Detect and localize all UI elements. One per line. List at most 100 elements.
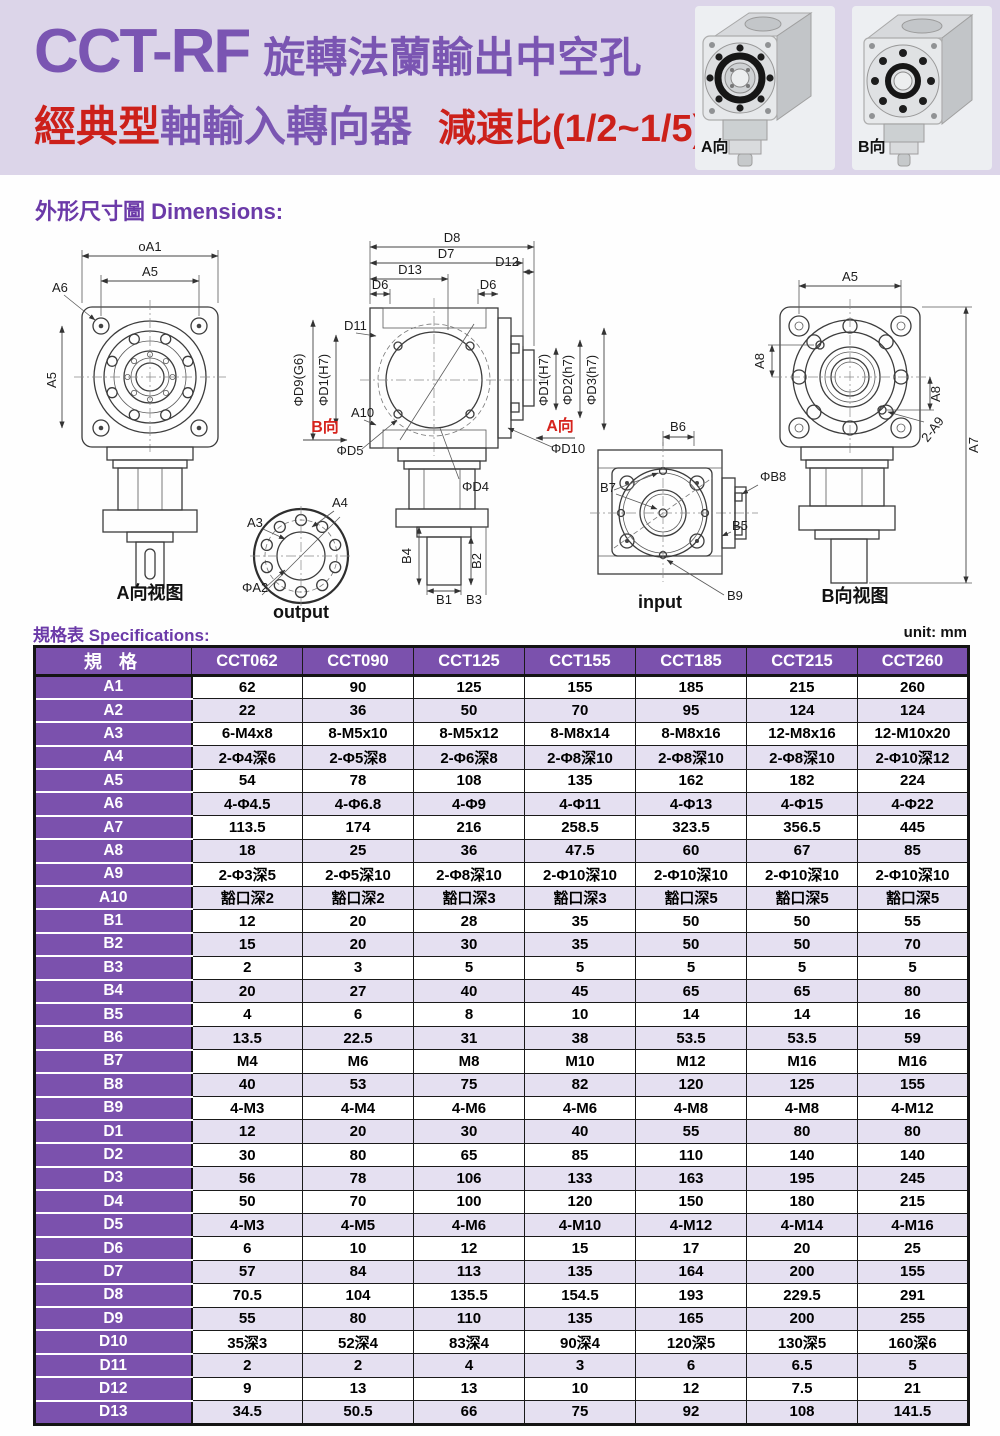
spec-value-cell: 30 xyxy=(413,1119,525,1144)
spec-value-cell: 10 xyxy=(524,1002,636,1027)
view-b: A5 A8 A8 2-A9 A7 B向视图 xyxy=(752,269,981,606)
col-header-cct090: CCT090 xyxy=(302,646,414,677)
spec-value-cell: 162 xyxy=(635,768,747,793)
spec-value-cell: 50.5 xyxy=(302,1400,414,1425)
spec-value-cell: 8-M5x12 xyxy=(413,721,525,747)
spec-value-cell: 2-Φ10深10 xyxy=(635,862,747,887)
dim-d1-left-label: ΦD1(H7) xyxy=(316,354,331,406)
product-photo-a: A向 xyxy=(695,6,835,170)
spec-value-cell: 108 xyxy=(746,1400,858,1425)
spec-value-cell: 60 xyxy=(635,838,747,864)
dimensions-section-title: 外形尺寸圖 Dimensions: xyxy=(35,199,284,224)
col-header-cct185: CCT185 xyxy=(635,646,747,677)
spec-value-cell: 2-Φ5深10 xyxy=(302,862,414,887)
spec-value-cell: 4-M5 xyxy=(302,1212,414,1238)
dim-b4-label: B4 xyxy=(399,548,414,564)
spec-value-cell: 75 xyxy=(524,1400,636,1425)
dim-a7-label: A7 xyxy=(966,437,981,453)
spec-value-cell: 6.5 xyxy=(746,1353,858,1378)
spec-value-cell: 154.5 xyxy=(524,1283,636,1308)
dim-b2-label: B2 xyxy=(469,553,484,569)
dim-a9-label: 2-A9 xyxy=(918,414,947,445)
dim-d7-label: D7 xyxy=(438,246,455,261)
spec-value-cell: 4-Φ11 xyxy=(524,791,636,817)
spec-value-cell: 110 xyxy=(635,1142,747,1168)
spec-value-cell: 20 xyxy=(302,932,414,957)
spec-value-cell: 2-Φ8深10 xyxy=(524,745,636,770)
spec-value-cell: 2 xyxy=(302,1353,414,1378)
spec-value-cell: 200 xyxy=(746,1259,858,1285)
dim-d13-label: D13 xyxy=(398,262,422,277)
table-row: D7 57 84 113 135 164 200 155 xyxy=(34,1259,969,1285)
spec-value-cell: 85 xyxy=(524,1142,636,1168)
photo-a-bolt-ring xyxy=(706,44,774,112)
table-row: B4 20 27 40 45 65 65 80 xyxy=(34,979,969,1004)
spec-value-cell: M16 xyxy=(746,1049,858,1074)
spec-value-cell: 2-Φ8深10 xyxy=(413,862,525,887)
dim-d12-label: D12 xyxy=(495,254,519,269)
spec-value-cell: 2 xyxy=(191,1353,303,1378)
spec-value-cell: 160深6 xyxy=(857,1329,969,1355)
row-label-d13: D13 xyxy=(34,1400,193,1426)
spec-value-cell: 2-Φ10深10 xyxy=(746,862,858,887)
row-label-b9: B9 xyxy=(34,1096,193,1121)
spec-value-cell: 195 xyxy=(746,1166,858,1191)
spec-value-cell: 125 xyxy=(746,1072,858,1098)
table-row: B1 12 20 28 35 50 50 55 xyxy=(34,908,969,934)
dim-a5-top-label: A5 xyxy=(142,264,158,279)
spec-value-cell: 124 xyxy=(746,698,858,723)
product-photo-b: B向 xyxy=(852,6,992,170)
spec-value-cell: 4-M14 xyxy=(746,1212,858,1238)
dim-b5-label: B5 xyxy=(732,518,748,533)
spec-value-cell: 2 xyxy=(191,955,303,981)
row-label-d9: D9 xyxy=(34,1306,193,1332)
row-label-a4: A4 xyxy=(34,745,193,771)
spec-value-cell: 53.5 xyxy=(635,1025,747,1051)
spec-value-cell: 6 xyxy=(302,1002,414,1027)
table-row: B6 13.5 22.5 31 38 53.5 53.5 59 xyxy=(34,1025,969,1051)
spec-value-cell: 70 xyxy=(857,932,969,957)
spec-value-cell: 36 xyxy=(413,838,525,864)
spec-value-cell: 4-M4 xyxy=(302,1096,414,1121)
spec-value-cell: 4-M6 xyxy=(413,1212,525,1238)
spec-value-cell: 54 xyxy=(191,768,303,793)
spec-value-cell: 22.5 xyxy=(302,1025,414,1051)
row-label-a6: A6 xyxy=(34,791,193,817)
table-row: A10 豁口深2 豁口深2 豁口深3 豁口深3 豁口深5 豁口深5 豁口深5 xyxy=(34,885,969,911)
spec-value-cell: 10 xyxy=(524,1376,636,1402)
spec-value-cell: 36 xyxy=(302,698,414,723)
spec-value-cell: 70 xyxy=(302,1189,414,1214)
spec-value-cell: 125 xyxy=(413,674,525,700)
spec-value-cell: 12-M10x20 xyxy=(857,721,969,747)
table-row: D9 55 80 110 135 165 200 255 xyxy=(34,1306,969,1332)
table-row: A9 2-Φ3深5 2-Φ5深10 2-Φ8深10 2-Φ10深10 2-Φ10深10 2-… xyxy=(34,862,969,888)
dim-a8-right-label: A8 xyxy=(928,386,943,402)
spec-value-cell: 4-Φ13 xyxy=(635,791,747,817)
spec-value-cell: 85 xyxy=(857,838,969,864)
spec-value-cell: 27 xyxy=(302,979,414,1004)
spec-value-cell: 108 xyxy=(413,768,525,793)
row-label-a10: A10 xyxy=(34,885,193,911)
spec-value-cell: 2-Φ8深10 xyxy=(746,745,858,770)
spec-value-cell: 2-Φ4深6 xyxy=(191,745,303,770)
spec-value-cell: 20 xyxy=(302,1119,414,1144)
spec-value-cell: 130深5 xyxy=(746,1329,858,1355)
spec-value-cell: 2-Φ6深8 xyxy=(413,745,525,770)
spec-section-title: 規格表 Specifications: xyxy=(33,626,210,645)
spec-value-cell: 4-M6 xyxy=(524,1096,636,1121)
spec-value-cell: 2-Φ5深8 xyxy=(302,745,414,770)
spec-value-cell: 4-M16 xyxy=(857,1212,969,1238)
spec-value-cell: 3 xyxy=(524,1353,636,1378)
spec-value-cell: 50 xyxy=(635,908,747,934)
spec-value-cell: 2-Φ10深10 xyxy=(524,862,636,887)
table-row: A3 6-M4x8 8-M5x10 8-M5x12 8-M8x14 8-M8x16 12-M… xyxy=(34,721,969,747)
table-row: B8 40 53 75 82 120 125 155 xyxy=(34,1072,969,1098)
dim-d3-right-label: ΦD3(h7) xyxy=(584,355,599,405)
spec-value-cell: 80 xyxy=(857,979,969,1004)
spec-value-cell: 445 xyxy=(857,815,969,840)
header-band: CCT-RF 旋轉法蘭輸出中空孔 經典型 軸輸入轉向器 減速比(1/2~1/5) xyxy=(0,0,1000,175)
spec-value-cell: 4-M3 xyxy=(191,1096,303,1121)
spec-value-cell: 245 xyxy=(857,1166,969,1191)
table-row: D4 50 70 100 120 150 180 215 xyxy=(34,1189,969,1215)
spec-value-cell: 53 xyxy=(302,1072,414,1098)
